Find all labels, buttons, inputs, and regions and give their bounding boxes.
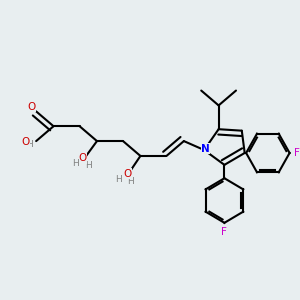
Text: H: H [85,161,92,170]
Text: F: F [294,148,300,158]
Text: O: O [28,102,36,112]
Text: H: H [72,159,79,168]
Text: O: O [123,169,131,179]
Text: N: N [201,143,210,154]
Text: H: H [128,177,134,186]
Text: H: H [115,175,122,184]
Text: O: O [21,137,29,147]
Text: H: H [26,140,33,148]
Text: F: F [221,227,227,237]
Text: O: O [78,153,87,163]
